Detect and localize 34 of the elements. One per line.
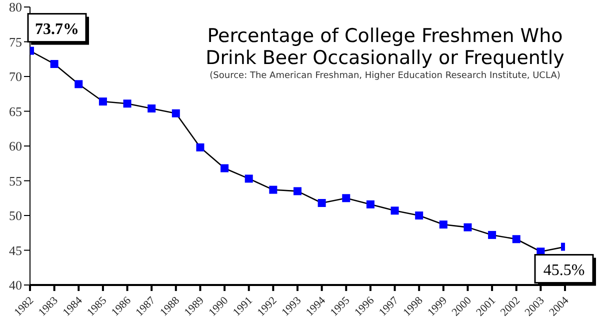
point: [488, 230, 496, 239]
y-tick-label: 45: [9, 242, 22, 258]
x-tick-label: 1991: [230, 294, 255, 319]
point: [390, 206, 399, 215]
text: (Source: The American Freshman, Higher Education Research Institute, UCLA): [208, 70, 562, 83]
point: [269, 186, 278, 194]
point: [123, 100, 132, 108]
y-tick-label: 50: [9, 208, 22, 224]
y-tick-label: 65: [9, 104, 22, 119]
y-tick-label: 80: [9, 0, 22, 15]
y-tick-label: 70: [9, 69, 22, 84]
point: [439, 220, 448, 229]
point: [294, 187, 302, 196]
annotation: 45.5%: [543, 262, 585, 279]
point: [196, 143, 204, 152]
point: [74, 80, 83, 88]
point: [342, 194, 350, 202]
y-tick-label: 60: [9, 138, 22, 154]
point: [148, 104, 156, 112]
point: [512, 235, 520, 244]
y-tick-label: 40: [9, 278, 22, 293]
annotation: 73.7%: [35, 20, 79, 38]
point: [172, 109, 180, 118]
point: [220, 164, 229, 172]
y-tick-label: 55: [9, 173, 22, 188]
point: [50, 60, 58, 68]
point: [415, 212, 424, 220]
point: [244, 174, 253, 183]
point: [366, 200, 374, 208]
point: [318, 198, 326, 207]
y-tick-label: 75: [9, 34, 22, 50]
point: [464, 223, 472, 232]
text: Percentage of College Freshmen Who Drink Beer Occasionally or Frequently: [204, 25, 566, 69]
point: [98, 98, 107, 106]
